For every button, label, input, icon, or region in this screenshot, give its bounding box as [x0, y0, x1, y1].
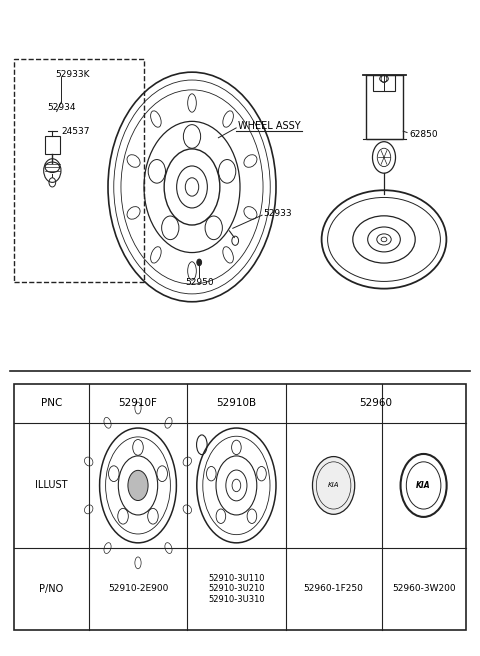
Text: 62850: 62850	[409, 130, 438, 139]
Bar	[45, 136, 60, 154]
Text: KIA: KIA	[416, 481, 431, 490]
Text: 52934: 52934	[47, 103, 75, 112]
Text: 52933K: 52933K	[55, 70, 90, 79]
Text: 52960: 52960	[359, 398, 392, 409]
Text: P/NO: P/NO	[39, 584, 64, 594]
Circle shape	[312, 457, 355, 514]
Text: 52910B: 52910B	[216, 398, 256, 409]
Text: 24537: 24537	[61, 127, 90, 136]
Text: 52960-3W200: 52960-3W200	[392, 584, 456, 593]
Bar	[366, 75, 403, 139]
Text: KIA: KIA	[328, 482, 339, 489]
Text: 52933: 52933	[263, 209, 292, 218]
Text: ILLUST: ILLUST	[36, 480, 68, 491]
Ellipse shape	[128, 470, 148, 501]
Text: 52910F: 52910F	[119, 398, 157, 409]
Text: 52910-2E900: 52910-2E900	[108, 584, 168, 593]
Bar	[14, 384, 466, 630]
Text: 52910-3U110
52910-3U210
52910-3U310: 52910-3U110 52910-3U210 52910-3U310	[208, 574, 264, 604]
Bar	[14, 59, 144, 282]
Bar	[373, 75, 395, 91]
Text: PNC: PNC	[41, 398, 62, 409]
Circle shape	[197, 259, 202, 266]
Text: 52960-1F250: 52960-1F250	[304, 584, 363, 593]
Text: WHEEL ASSY: WHEEL ASSY	[238, 121, 300, 131]
Text: 52950: 52950	[185, 277, 214, 287]
